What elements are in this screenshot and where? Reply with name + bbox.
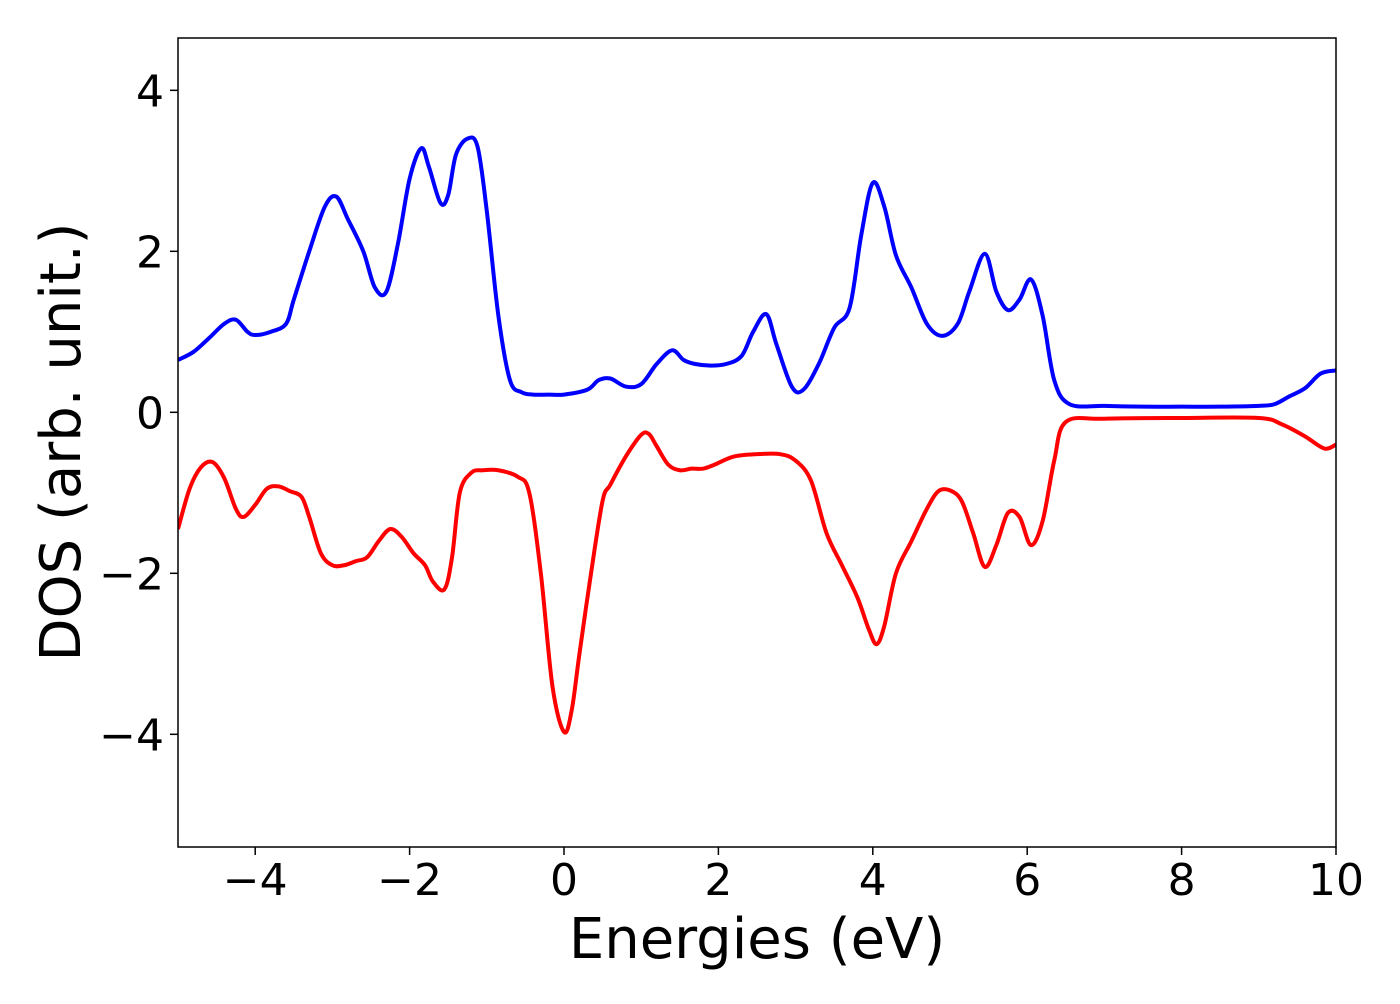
y-tick-label: −4 — [99, 710, 164, 761]
spin-down-line — [178, 415, 1336, 735]
y-tick-label: −2 — [99, 549, 164, 600]
x-axis-ticks: −4 −2 0 2 4 6 8 10 — [223, 847, 1364, 906]
x-tick-label: 8 — [1168, 855, 1196, 906]
y-axis-title: DOS (arb. unit.) — [29, 222, 94, 661]
x-tick-label: 0 — [550, 855, 578, 906]
y-tick-label: 4 — [136, 66, 164, 117]
plot-frame — [177, 37, 1337, 848]
x-tick-label: −2 — [377, 855, 442, 906]
x-tick-label: 10 — [1308, 855, 1364, 906]
y-tick-label: 2 — [136, 227, 164, 278]
x-axis-title: Energies (eV) — [569, 907, 945, 972]
x-tick-label: 4 — [859, 855, 887, 906]
y-axis-ticks: −4 −2 0 2 4 — [99, 66, 178, 761]
x-tick-label: 6 — [1013, 855, 1041, 906]
x-tick-label: −4 — [223, 855, 288, 906]
y-tick-label: 0 — [136, 388, 164, 439]
spin-up-line — [178, 135, 1336, 409]
x-tick-label: 2 — [704, 855, 732, 906]
series-layer — [178, 135, 1336, 735]
